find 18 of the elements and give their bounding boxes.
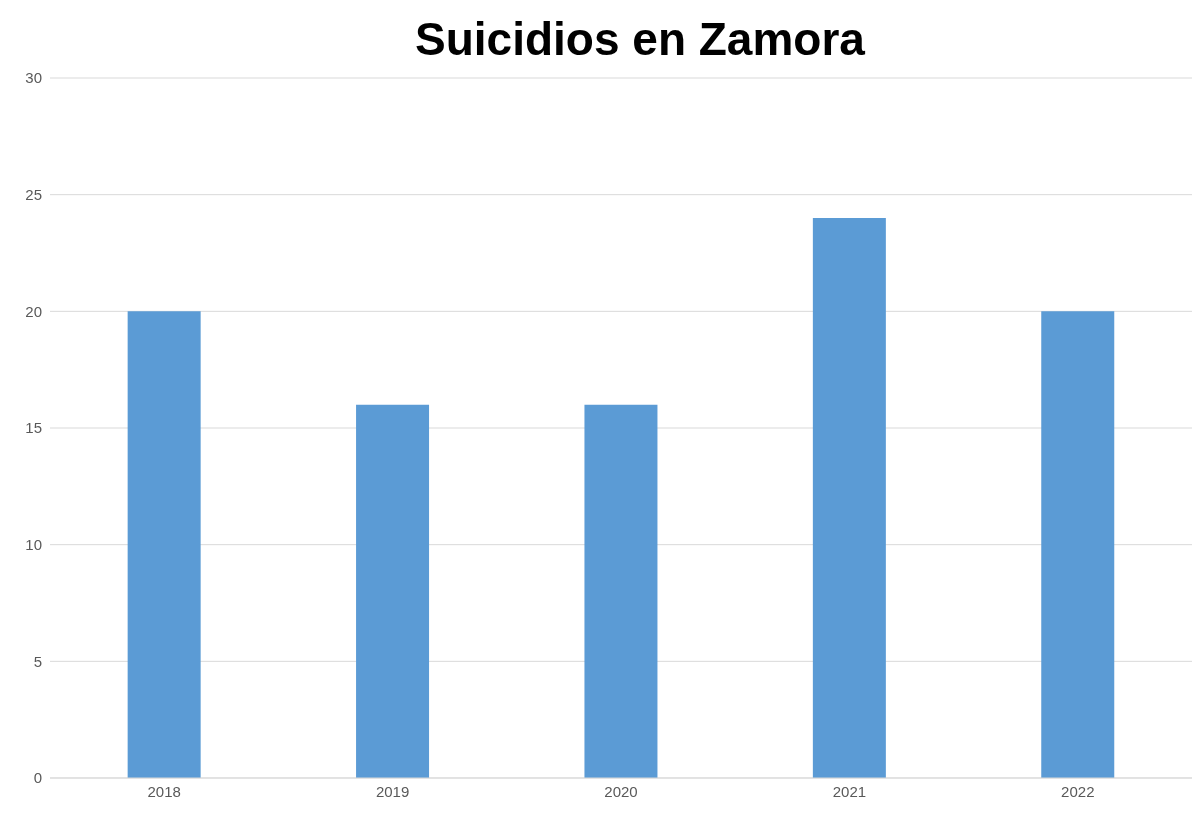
bar — [812, 218, 886, 778]
x-tick-label: 2021 — [832, 782, 867, 800]
x-tick-label: 2020 — [604, 782, 638, 800]
bar — [584, 404, 658, 778]
bar — [356, 404, 430, 778]
bar — [1041, 311, 1115, 778]
x-tick-label: 2022 — [1061, 782, 1095, 800]
chart-title: Suicidios en Zamora — [414, 12, 866, 67]
y-tick-label: 5 — [33, 652, 42, 670]
y-tick-label: 25 — [25, 185, 42, 203]
x-tick-label: 2019 — [375, 782, 410, 800]
x-tick-label: 2018 — [147, 782, 181, 800]
y-tick-label: 30 — [25, 69, 42, 87]
y-tick-label: 20 — [25, 302, 42, 320]
bar — [127, 311, 201, 778]
y-tick-label: 10 — [25, 535, 42, 553]
y-tick-label: 0 — [33, 769, 42, 787]
y-tick-label: 15 — [25, 419, 42, 437]
